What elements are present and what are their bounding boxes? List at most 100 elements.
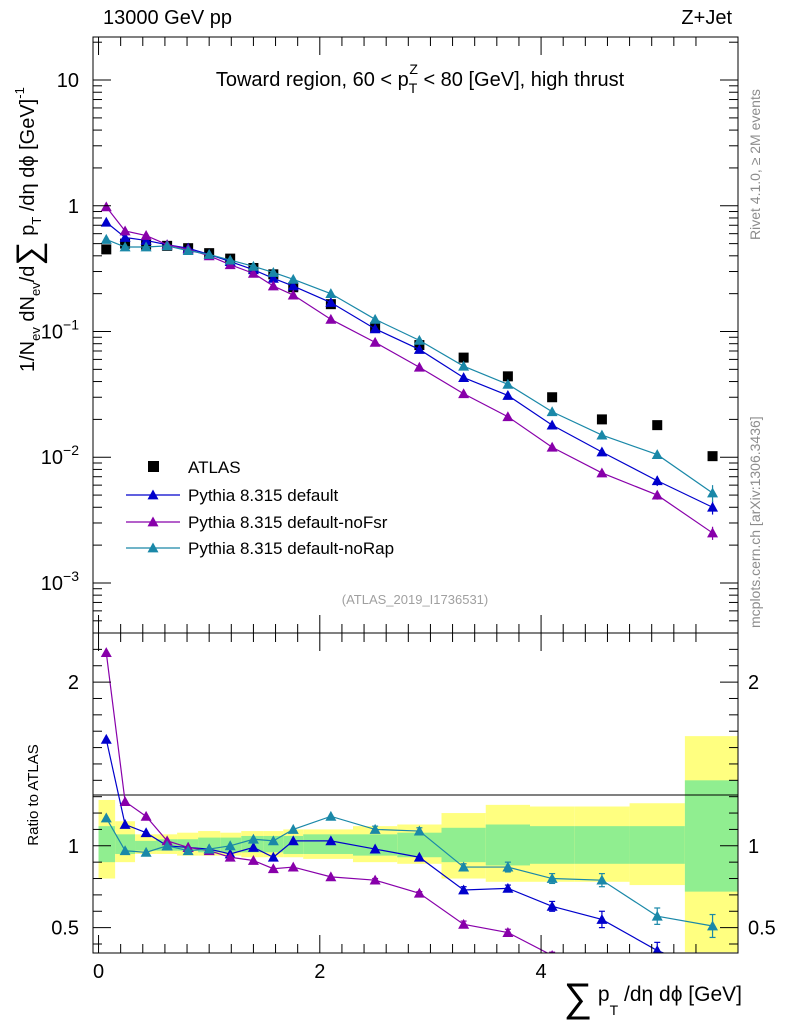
- pythia-8-315-default-nofsr-ratio-point: [413, 887, 425, 898]
- ratio-y-tick-label-left: 2: [68, 672, 79, 694]
- pythia-8-315-default-ratio-point: [140, 827, 152, 838]
- atlas-point: [596, 414, 607, 425]
- uncertainty-band-green: [574, 826, 630, 864]
- pythia-8-315-default-norap-point: [224, 254, 236, 265]
- pythia-8-315-default-norap-point: [100, 233, 112, 244]
- legend-label-pythia-8-315-default-norap: Pythia 8.315 default-noRap: [188, 539, 394, 558]
- pythia-8-315-default-norap-ratio-point: [161, 840, 173, 851]
- header-right: Z+Jet: [681, 7, 732, 29]
- pythia-8-315-default-norap-point: [140, 241, 152, 252]
- pythia-8-315-default-ratio-point: [546, 900, 558, 911]
- ratio-frame: [92, 632, 739, 954]
- rivet-watermark: Rivet 4.1.0, ≥ 2M events: [747, 89, 763, 240]
- ratio-y-axis-label: Ratio to ATLAS: [25, 744, 42, 845]
- plot-title: Toward region, 60 < pTZ < 80 [GeV], high…: [216, 61, 625, 96]
- main-ticks: [93, 37, 738, 634]
- atlas-point: [707, 451, 718, 462]
- legend-label-pythia-8-315-default-nofsr: Pythia 8.315 default-noFsr: [188, 513, 388, 532]
- pythia-8-315-default-nofsr-ratio-point: [224, 851, 236, 862]
- pythia-8-315-default-norap-ratio-point: [369, 823, 381, 834]
- pythia-8-315-default-norap-point: [325, 288, 337, 299]
- mcplots-watermark: mcplots.cern.ch [arXiv:1306.3436]: [747, 416, 763, 628]
- x-axis-label: ∑ pT /dη dϕ [GeV]: [564, 976, 742, 1020]
- legend: ATLAS Pythia 8.315 default Pythia 8.315 de…: [126, 458, 394, 558]
- pythia-8-315-default-norap-point: [161, 240, 173, 251]
- atlas-point: [547, 392, 558, 403]
- uncertainty-band-green: [441, 827, 486, 863]
- pythia-8-315-default-norap-point: [203, 248, 215, 259]
- main-y-tick-label: 10−1: [41, 317, 79, 344]
- pythia-8-315-default-point: [707, 501, 719, 512]
- pythia-8-315-default-point: [287, 280, 299, 291]
- pythia-8-315-default-norap-point: [182, 245, 194, 256]
- uncertainty-band-green: [485, 824, 531, 866]
- pythia-8-315-default-point: [458, 372, 470, 382]
- pythia-8-315-default-nofsr-point: [458, 388, 470, 399]
- pythia-8-315-default-point: [267, 272, 279, 283]
- uncertainty-band-green: [98, 826, 116, 863]
- pythia-8-315-default-norap-point: [287, 273, 299, 284]
- pythia-8-315-default-norap-ratio-point: [224, 840, 236, 851]
- atlas-point: [502, 371, 513, 382]
- pythia-8-315-default-nofsr-ratio-point: [100, 647, 112, 658]
- legend-label-atlas: ATLAS: [188, 458, 241, 477]
- legend-marker-pythia-8-315-default: [147, 489, 159, 500]
- pythia-8-315-default-nofsr-ratio-point: [502, 927, 514, 937]
- main-y-tick-label: 10: [57, 70, 79, 92]
- main-y-tick-label: 1: [68, 196, 79, 218]
- pythia-8-315-default-ratio-point: [325, 835, 337, 846]
- pythia-8-315-default-ratio-point: [119, 819, 131, 829]
- pythia-8-315-default-ratio-point: [596, 913, 608, 924]
- x-tick-label: 0: [93, 961, 104, 983]
- main-y-tick-label: 10−3: [41, 568, 79, 595]
- pythia-8-315-default-nofsr-point: [707, 527, 719, 538]
- pythia-8-315-default-ratio-point: [502, 882, 514, 893]
- pythia-8-315-default-nofsr-point: [140, 230, 152, 240]
- pythia-8-315-default-nofsr-ratio-point: [596, 968, 607, 978]
- main-y-tick-labels: 10 1 10−1 10−2 10−3: [41, 70, 79, 595]
- pythia-8-315-default-point: [100, 216, 112, 227]
- uncertainty-band-green: [135, 840, 157, 851]
- analysis-tag: (ATLAS_2019_I1736531): [342, 592, 488, 607]
- pythia-8-315-default-nofsr-ratio-point: [458, 918, 470, 929]
- pythia-8-315-default-point: [596, 446, 608, 457]
- pythia-8-315-default-point: [502, 389, 514, 400]
- uncertainty-band-green: [530, 826, 575, 864]
- pythia-8-315-default-norap-ratio-point: [203, 843, 215, 854]
- legend-marker-pythia-8-315-default-norap: [147, 542, 159, 553]
- pythia-8-315-default-norap-ratio-point: [325, 810, 337, 821]
- pythia-8-315-default-ratio-point: [287, 835, 299, 846]
- main-y-axis-label: 1/Nev dNev/d∑ pT /dη dϕ [GeV]-1: [10, 87, 48, 372]
- pythia-8-315-default-ratio-point: [267, 851, 279, 862]
- ratio-tick-labels: 0.5 0.5 1 1 2 2 0 2 4: [51, 672, 776, 983]
- pythia-8-315-default-norap-point: [267, 266, 279, 277]
- atlas-point: [652, 420, 663, 431]
- uncertainty-band-green: [115, 834, 136, 854]
- atlas-point: [101, 244, 112, 255]
- pythia-8-315-default-ratio-point: [458, 884, 470, 895]
- header-left: 13000 GeV pp: [103, 7, 232, 29]
- uncertainty-band-green: [684, 780, 738, 892]
- main-series-layer: [100, 201, 719, 540]
- pythia-8-315-default-ratio-point: [369, 843, 381, 854]
- pythia-8-315-default-nofsr-ratio-point: [119, 796, 131, 806]
- pythia-8-315-default-point: [369, 323, 381, 334]
- pythia-8-315-default-nofsr-point: [325, 313, 337, 324]
- ratio-bands-layer: [98, 736, 738, 953]
- pythia-8-315-default-nofsr-ratio-point: [140, 810, 152, 821]
- pythia-8-315-default-norap-ratio-point: [140, 846, 152, 857]
- pythia-8-315-default-nofsr-point: [413, 361, 425, 372]
- legend-marker-atlas: [148, 461, 159, 472]
- pythia-8-315-default-norap-ratio-point: [267, 835, 279, 846]
- ratio-ticks: [93, 633, 738, 953]
- pythia-8-315-default-nofsr-point: [287, 289, 299, 300]
- pythia-8-315-default-norap-line: [106, 238, 713, 494]
- x-tick-label: 2: [314, 961, 325, 983]
- pythia-8-315-default-norap-ratio-point: [458, 861, 470, 872]
- ratio-panel: 0.5 0.5 1 1 2 2 0 2 4 Ratio to ATLAS ∑ pT /dη dϕ…: [25, 632, 776, 1020]
- main-y-tick-label: 10−2: [41, 442, 79, 469]
- pythia-8-315-default-norap-point: [369, 313, 381, 324]
- pythia-8-315-default-ratio-point: [652, 945, 662, 953]
- pythia-8-315-default-ratio-point: [247, 841, 259, 852]
